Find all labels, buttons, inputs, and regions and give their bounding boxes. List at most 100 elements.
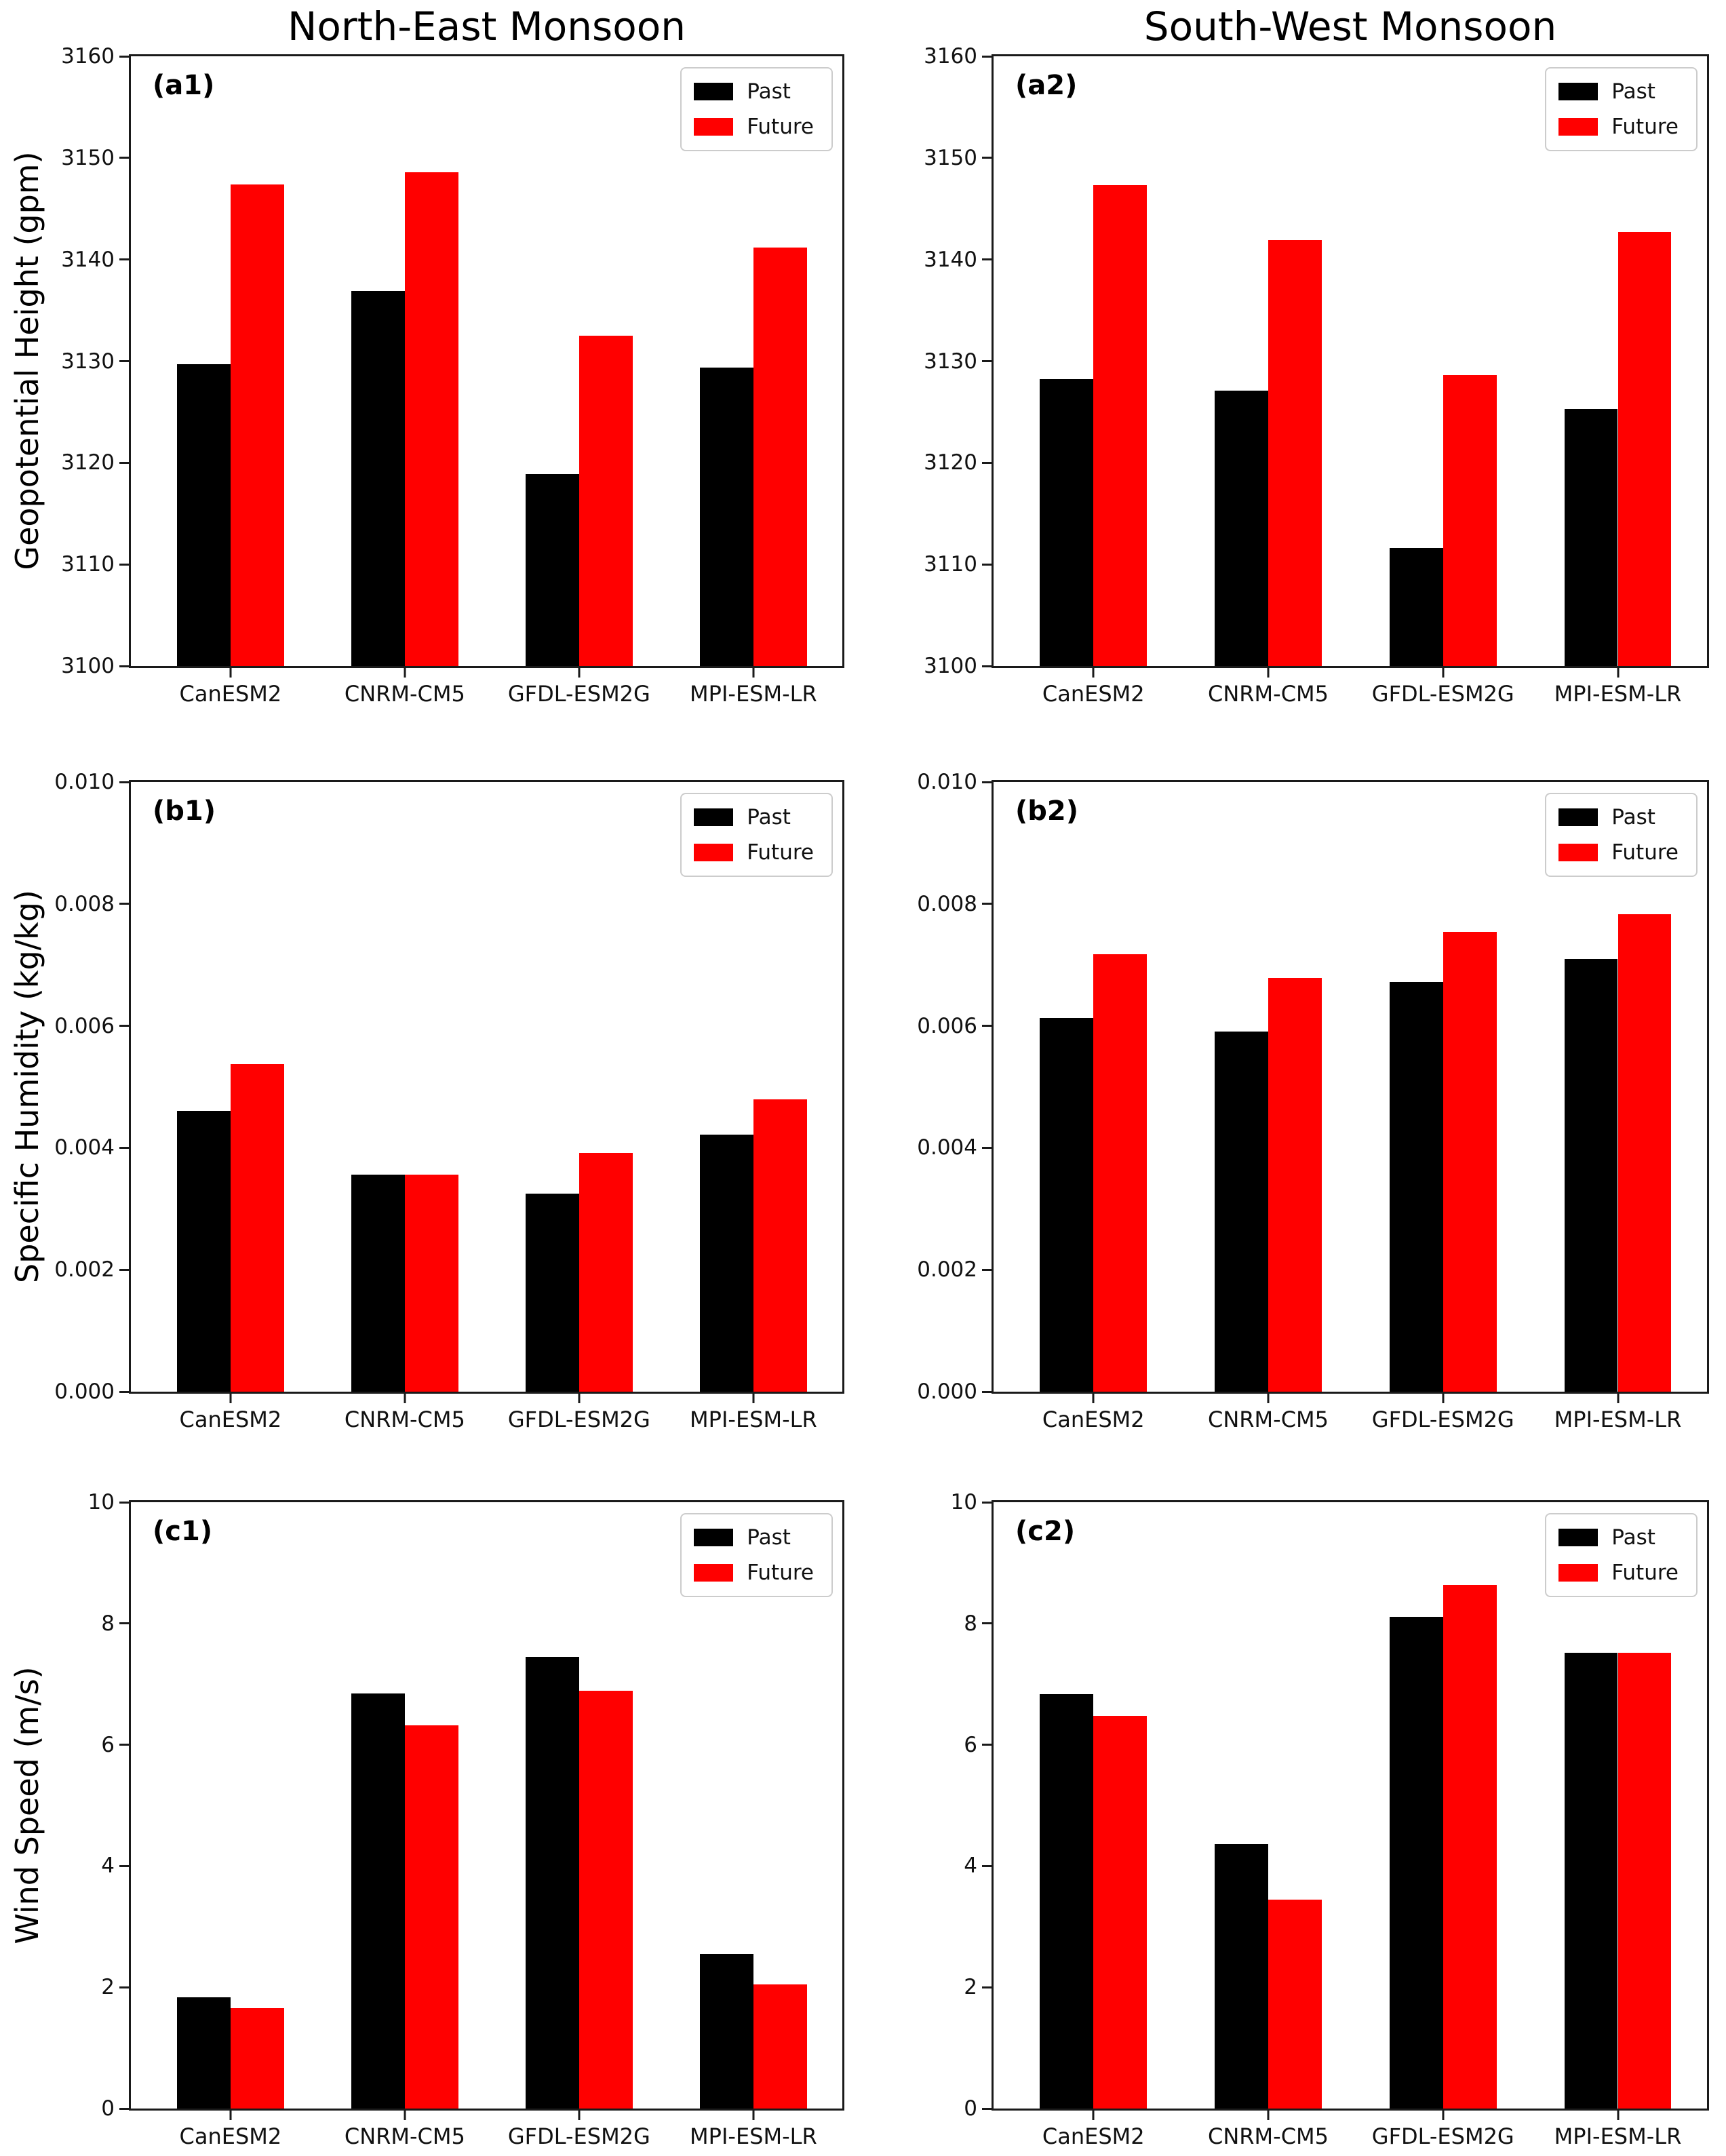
y-tick-label: 0.000: [54, 1379, 115, 1404]
bar-future-cnrm-cm5: [1268, 240, 1322, 666]
bar-past-cnrm-cm5: [1215, 390, 1268, 666]
bar-past-gfdl-esm2g: [1389, 548, 1443, 666]
axes-panel-b2: 0.000 0.002 0.004 0.006 0.008 0.010 CanESM2 CNR…: [917, 770, 1709, 1432]
y-tick-label: 0.008: [54, 891, 115, 916]
bar-past-mpi-esm-lr: [700, 1954, 753, 2109]
y-axis-title-wind-speed: Wind Speed (m/s): [9, 1666, 45, 1944]
bar-future-mpi-esm-lr: [753, 1099, 807, 1392]
x-tick: [1092, 2111, 1095, 2120]
legend-swatch-future: [1558, 1564, 1598, 1582]
y-tick: [119, 903, 129, 905]
y-tick-label: 0.004: [917, 1135, 977, 1160]
y-tick: [119, 360, 129, 362]
y-tick: [119, 665, 129, 667]
y-tick-label: 8: [964, 1611, 977, 1636]
y-tick: [982, 903, 992, 905]
x-tick: [1092, 1394, 1095, 1403]
legend-label-future: Future: [747, 840, 814, 865]
bar-future-cnrm-cm5: [1268, 978, 1322, 1392]
x-tick: [229, 2111, 232, 2120]
bar-future-mpi-esm-lr: [753, 247, 807, 666]
y-tick-label: 0.010: [54, 770, 115, 794]
legend-swatch-past: [1558, 83, 1598, 100]
y-tick: [982, 1390, 992, 1393]
bar-past-gfdl-esm2g: [1389, 981, 1443, 1392]
x-tick-label-cnrm-cm5: CNRM-CM5: [1208, 681, 1329, 707]
bar-past-cnrm-cm5: [351, 1174, 405, 1392]
y-tick: [119, 563, 129, 566]
y-tick-label: 3120: [61, 450, 115, 475]
y-tick: [982, 258, 992, 261]
legend-label-past: Past: [747, 1525, 791, 1550]
bar-future-canesm2: [230, 1064, 284, 1392]
x-tick: [1092, 668, 1095, 678]
y-tick: [119, 1025, 129, 1027]
panel-label-a1: (a1): [153, 70, 215, 101]
y-tick-label: 4: [101, 1854, 115, 1879]
bar-past-mpi-esm-lr: [700, 367, 753, 666]
bar-future-gfdl-esm2g: [578, 336, 633, 666]
y-tick: [982, 1146, 992, 1149]
x-tick-label-mpi-esm-lr: MPI-ESM-LR: [1554, 1407, 1682, 1432]
bar-future-cnrm-cm5: [1268, 1900, 1322, 2109]
bar-past-canesm2: [177, 1997, 231, 2109]
y-tick-label: 10: [950, 1490, 977, 1514]
bar-past-gfdl-esm2g: [526, 1193, 579, 1392]
y-tick-label: 0: [101, 2096, 115, 2121]
x-tick-label-mpi-esm-lr: MPI-ESM-LR: [690, 681, 817, 707]
y-tick-label: 3140: [924, 247, 977, 272]
y-tick-label: 0.004: [54, 1135, 115, 1160]
x-tick-label-cnrm-cm5: CNRM-CM5: [1208, 1407, 1329, 1432]
y-tick: [982, 1025, 992, 1027]
bar-past-canesm2: [1040, 1694, 1094, 2109]
legend-label-future: Future: [1611, 840, 1679, 865]
x-tick: [229, 668, 232, 678]
y-tick-label: 0.010: [917, 770, 977, 794]
legend-label-past: Past: [1611, 79, 1655, 104]
legend-label-future: Future: [747, 115, 814, 139]
y-tick-label: 3100: [924, 654, 977, 678]
legend-label-past: Past: [1611, 805, 1655, 829]
x-tick: [1267, 668, 1270, 678]
legend: Past Future: [680, 793, 833, 877]
x-tick-label-canesm2: CanESM2: [1042, 2123, 1145, 2149]
bar-past-cnrm-cm5: [351, 1693, 405, 2109]
y-tick-label: 4: [964, 1854, 977, 1879]
legend-row-past: Past: [694, 79, 814, 104]
y-tick-label: 3120: [924, 450, 977, 475]
x-tick-label-cnrm-cm5: CNRM-CM5: [344, 1407, 465, 1432]
bar-past-canesm2: [177, 1111, 231, 1392]
y-tick-label: 0.006: [917, 1013, 977, 1038]
y-tick: [982, 157, 992, 159]
legend-label-past: Past: [1611, 1525, 1655, 1550]
y-tick-label: 6: [964, 1732, 977, 1757]
legend-swatch-future: [694, 118, 734, 136]
column-title-south-west: South-West Monsoon: [1143, 3, 1557, 50]
legend-label-future: Future: [1611, 115, 1679, 139]
x-tick-label-cnrm-cm5: CNRM-CM5: [344, 681, 465, 707]
bar-future-gfdl-esm2g: [1443, 932, 1497, 1392]
bar-past-cnrm-cm5: [351, 291, 405, 666]
legend: Past Future: [1545, 793, 1698, 877]
y-tick: [982, 55, 992, 58]
y-tick: [119, 55, 129, 58]
y-tick: [982, 1744, 992, 1746]
legend-row-past: Past: [694, 1525, 814, 1550]
legend-row-past: Past: [1558, 79, 1679, 104]
y-tick: [982, 1622, 992, 1625]
x-tick-label-canesm2: CanESM2: [179, 681, 282, 707]
bar-future-gfdl-esm2g: [1443, 1585, 1497, 2109]
x-tick: [578, 1394, 581, 1403]
bar-future-gfdl-esm2g: [578, 1691, 633, 2109]
x-tick-label-gfdl-esm2g: GFDL-ESM2G: [1371, 2123, 1514, 2149]
panel-label-c2: (c2): [1015, 1516, 1076, 1547]
x-tick: [404, 2111, 406, 2120]
y-axis-title-geopotential-height: Geopotential Height (gpm): [9, 151, 45, 570]
x-tick-label-canesm2: CanESM2: [179, 2123, 282, 2149]
bar-past-mpi-esm-lr: [1564, 1652, 1618, 2109]
y-tick-label: 3110: [924, 552, 977, 577]
y-tick: [119, 1146, 129, 1149]
y-tick: [119, 1986, 129, 1988]
bar-future-mpi-esm-lr: [1617, 914, 1672, 1392]
bar-past-mpi-esm-lr: [1564, 408, 1618, 666]
